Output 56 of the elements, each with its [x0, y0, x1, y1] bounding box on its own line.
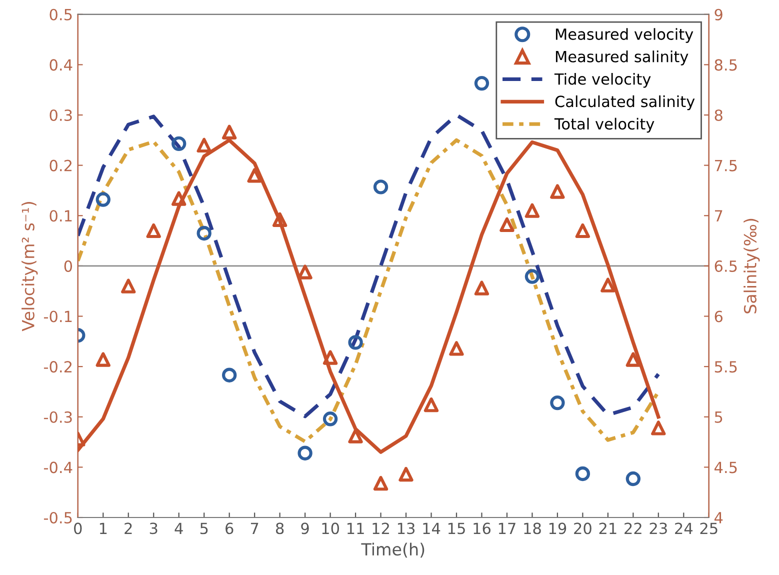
x-tick-label: 3 [150, 522, 158, 534]
y2-tick-label: 6 [714, 310, 723, 322]
y2-tick-label: 8.5 [714, 59, 737, 71]
x-tick-label: 4 [174, 522, 183, 534]
x-tick-label: 19 [549, 522, 566, 534]
x-tick-label: 2 [124, 522, 132, 534]
legend-label: Total velocity [554, 118, 654, 133]
y-tick-label: 0.3 [50, 109, 72, 122]
y-axis-title: Velocity(m² s⁻¹) [22, 202, 38, 332]
y2-tick-label: 5.5 [714, 361, 737, 373]
y2-axis-title: Salinity(‰) [744, 218, 760, 314]
x-tick-label: 23 [650, 522, 667, 534]
x-tick-label: 16 [474, 522, 490, 534]
y-tick-label: -0.3 [44, 411, 72, 423]
y2-tick-label: 7.5 [715, 160, 737, 172]
x-tick-label: 9 [301, 522, 309, 534]
legend-label: Tide velocity [554, 72, 651, 88]
x-tick-label: 25 [700, 522, 718, 534]
x-tick-label: 8 [276, 522, 284, 534]
x-tick-label: 5 [200, 522, 208, 534]
y-tick-label: 0.4 [50, 59, 72, 71]
x-tick-label: 15 [448, 522, 465, 534]
x-tick-label: 18 [524, 522, 541, 534]
x-tick-label: 12 [372, 522, 389, 534]
x-tick-label: 20 [574, 522, 592, 534]
y2-tick-label: 7 [715, 210, 722, 222]
legend-label: Measured velocity [556, 28, 694, 43]
x-tick-label: 24 [675, 522, 693, 534]
y-tick-label: 0 [64, 260, 72, 272]
legend-label: Calculated salinity [555, 95, 695, 110]
y2-tick-label: 5 [714, 412, 722, 423]
y-tick-label: -0.5 [44, 512, 72, 524]
x-tick-label: 10 [322, 522, 339, 534]
y-tick-label: 0.2 [50, 160, 72, 172]
x-tick-label: 11 [347, 522, 364, 534]
x-tick-label: 17 [498, 522, 516, 534]
x-axis-title: Time(h) [361, 542, 424, 558]
y-tick-label: 0.5 [50, 8, 72, 20]
legend-label: Measured salinity [556, 50, 688, 66]
x-tick-label: 13 [398, 522, 415, 534]
x-tick-label: 1 [100, 522, 107, 534]
y-tick-label: 0.1 [50, 210, 72, 222]
y2-tick-label: 4.5 [714, 462, 737, 474]
y2-tick-label: 6.5 [714, 260, 737, 272]
y2-tick-label: 9 [714, 8, 722, 20]
x-tick-label: 7 [250, 522, 258, 534]
x-tick-label: 14 [423, 522, 440, 534]
y-tick-label: -0.1 [44, 310, 72, 322]
x-tick-label: 0 [74, 522, 82, 534]
y-tick-label: -0.4 [44, 462, 72, 474]
y2-tick-label: 4 [714, 512, 723, 524]
x-tick-label: 21 [599, 522, 616, 534]
x-tick-label: 6 [226, 522, 234, 534]
x-tick-label: 22 [624, 522, 642, 534]
y-tick-label: -0.2 [44, 361, 72, 373]
y2-tick-label: 8 [714, 109, 722, 122]
